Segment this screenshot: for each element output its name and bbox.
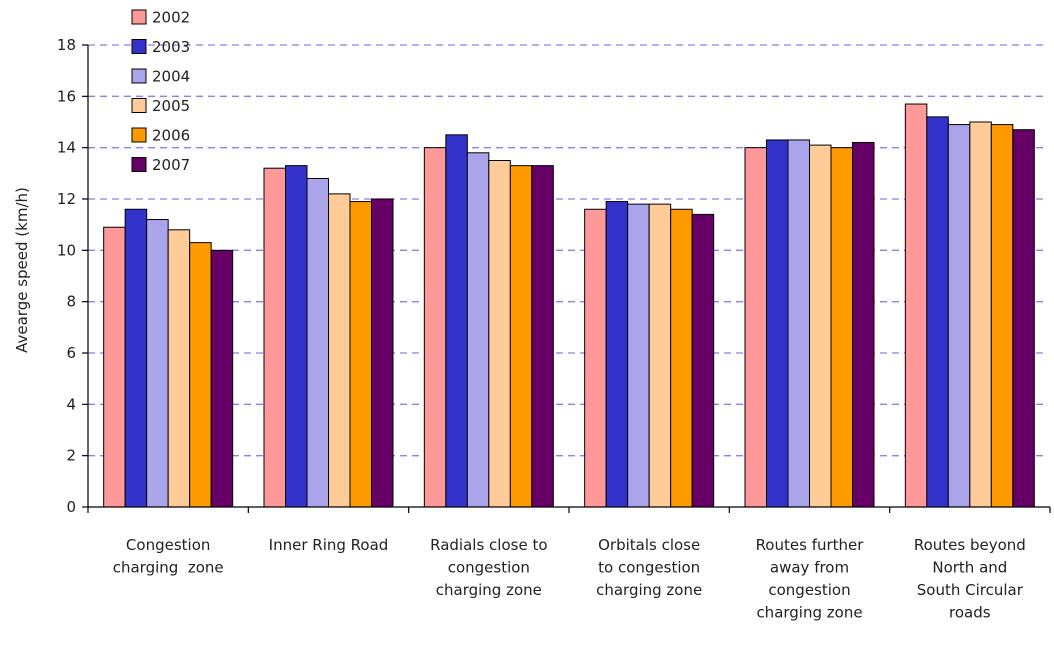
bar-2006-cat-4 xyxy=(670,208,693,508)
x-tick-label: Routes further xyxy=(756,536,865,554)
bar-2004-cat-2 xyxy=(306,177,329,508)
bar-2005-cat-6 xyxy=(969,121,992,508)
legend-swatch-2006 xyxy=(131,127,147,143)
bar-2004-cat-6 xyxy=(947,124,971,508)
y-tick-label: 16 xyxy=(57,87,76,105)
x-tick-label: charging zone xyxy=(436,581,542,599)
gridlines xyxy=(88,44,1044,457)
y-tick-label: 18 xyxy=(57,36,76,54)
bar-2005-cat-1 xyxy=(167,229,191,508)
bar-2003-cat-1 xyxy=(124,208,148,508)
y-tick-label: 8 xyxy=(66,293,76,311)
bars xyxy=(103,103,1035,508)
y-axis-label: Avearge speed (km/h) xyxy=(13,187,31,353)
x-tick-label: charging zone xyxy=(756,604,862,622)
bar-2007-cat-1 xyxy=(210,249,234,508)
legend-swatch-2007 xyxy=(131,157,147,172)
bar-2007-cat-5 xyxy=(852,142,875,508)
x-tick-label: charging zone xyxy=(113,559,224,577)
bar-2004-cat-1 xyxy=(146,219,169,508)
bar-2004-cat-4 xyxy=(627,203,650,508)
bar-2006-cat-2 xyxy=(349,201,372,508)
legend-label-2006: 2006 xyxy=(152,127,190,145)
legend-swatch-2003 xyxy=(131,39,147,54)
bar-2002-cat-1 xyxy=(103,226,126,508)
x-tick-label: congestion xyxy=(768,581,850,599)
bar-2003-cat-5 xyxy=(766,139,789,508)
x-tick-label: roads xyxy=(949,604,991,622)
x-tick-label: congestion xyxy=(448,559,530,577)
bar-2002-cat-4 xyxy=(584,208,607,508)
bar-2002-cat-6 xyxy=(904,103,928,508)
x-tick-label: to congestion xyxy=(598,559,700,577)
y-tick-label: 6 xyxy=(66,344,76,362)
legend-label-2003: 2003 xyxy=(152,38,190,56)
legend-swatch-2002 xyxy=(131,9,147,25)
bar-2007-cat-3 xyxy=(531,165,554,508)
y-tick-label: 4 xyxy=(66,395,76,413)
bar-2004-cat-3 xyxy=(466,152,490,508)
y-tick-label: 0 xyxy=(66,498,76,516)
legend-label-2004: 2004 xyxy=(152,68,190,86)
axes xyxy=(82,44,1051,513)
y-tick-label: 2 xyxy=(66,447,76,465)
bar-2005-cat-2 xyxy=(328,193,351,508)
x-tick-label: away from xyxy=(770,559,849,577)
legend: 2002 2003 2004 2005 2006 2007 xyxy=(131,9,190,174)
legend-swatch-2004 xyxy=(131,68,147,84)
bar-2005-cat-5 xyxy=(809,144,832,508)
bar-2007-cat-4 xyxy=(691,213,715,508)
legend-label-2007: 2007 xyxy=(152,156,190,174)
bar-2002-cat-3 xyxy=(423,147,447,508)
bar-2002-cat-5 xyxy=(744,147,767,508)
bar-2003-cat-4 xyxy=(605,201,629,508)
legend-label-2002: 2002 xyxy=(152,9,190,27)
bar-2006-cat-5 xyxy=(830,147,853,508)
x-tick-label: Orbitals close xyxy=(598,536,700,554)
x-tick-label: South Circular xyxy=(917,581,1024,599)
x-tick-label: Inner Ring Road xyxy=(269,536,389,554)
x-tick-label: Congestion xyxy=(126,536,210,554)
y-tick-label: 14 xyxy=(57,139,76,157)
bar-2006-cat-3 xyxy=(509,165,533,508)
legend-swatch-2005 xyxy=(131,98,147,113)
x-tick-label: Routes beyond xyxy=(914,536,1026,554)
bar-2003-cat-6 xyxy=(926,116,949,508)
tick-labels: 0 2 4 6 8 10 12 14 16 18 Congestion charging zone In… xyxy=(57,36,1026,622)
bar-2003-cat-3 xyxy=(445,134,468,508)
bar-2003-cat-2 xyxy=(285,165,308,508)
x-tick-label: charging zone xyxy=(596,581,702,599)
y-tick-label: 12 xyxy=(57,190,76,208)
bar-2007-cat-6 xyxy=(1012,129,1035,508)
bar-2005-cat-4 xyxy=(648,203,672,508)
bar-2005-cat-3 xyxy=(488,160,511,508)
x-tick-label: Radials close to xyxy=(430,536,547,554)
bar-2004-cat-5 xyxy=(787,139,810,508)
legend-label-2005: 2005 xyxy=(152,97,190,115)
bar-2007-cat-2 xyxy=(371,198,394,508)
bar-2006-cat-6 xyxy=(990,124,1014,508)
bar-2002-cat-2 xyxy=(263,167,286,508)
bar-2006-cat-1 xyxy=(189,242,212,508)
y-tick-label: 10 xyxy=(57,241,76,259)
x-tick-label: North and xyxy=(932,559,1007,577)
